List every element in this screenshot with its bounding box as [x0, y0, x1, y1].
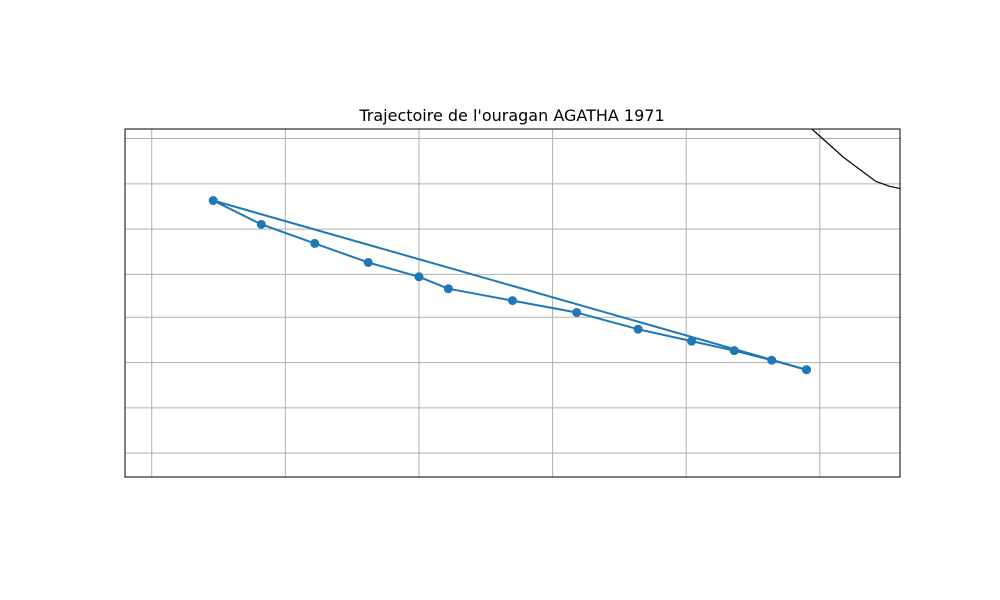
- track-point-0-1: [767, 355, 777, 365]
- track-point-0-3: [687, 336, 697, 346]
- track-point-0-7: [443, 284, 453, 294]
- track-point-0-9: [363, 257, 373, 267]
- track-point-0-2: [729, 346, 739, 356]
- coastline-layer: [811, 129, 900, 190]
- track-point-0-5: [572, 308, 582, 318]
- track-point-0-13: [801, 365, 811, 375]
- track-line-0: [212, 199, 807, 371]
- track-point-0-12: [208, 196, 218, 206]
- track-point-0-11: [256, 219, 266, 229]
- track-point-0-4: [633, 324, 643, 334]
- track-point-0-8: [414, 272, 424, 282]
- track-layer: [208, 196, 811, 375]
- coastline: [811, 129, 900, 190]
- track-point-0-6: [508, 296, 517, 306]
- plot-frame: [124, 128, 901, 478]
- grid: [125, 129, 900, 477]
- track-point-0-10: [310, 238, 320, 248]
- chart-title: Trajectoire de l'ouragan AGATHA 1971: [358, 106, 664, 125]
